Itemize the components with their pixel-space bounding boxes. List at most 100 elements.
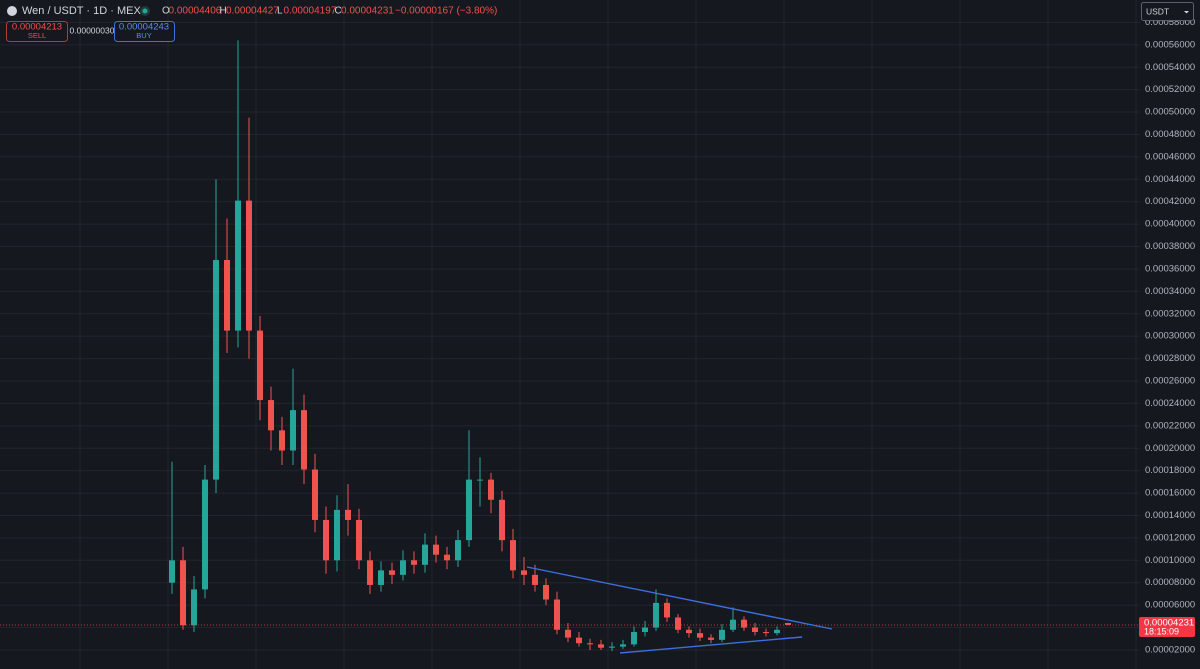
- ohlc-value: 0.00004406: [169, 6, 222, 17]
- candle-body: [510, 540, 516, 571]
- sell-price: 0.00004213: [12, 22, 62, 33]
- candle-body: [565, 629, 571, 638]
- y-tick-label: 0.00022000: [1145, 420, 1195, 431]
- ohlc-value: 0.00004197: [284, 6, 337, 17]
- candles: [0, 40, 1140, 652]
- ohlc-value: 0.00004231: [341, 6, 394, 17]
- candle-body: [532, 574, 538, 585]
- candle-body: [686, 629, 692, 634]
- candle-body: [576, 637, 582, 644]
- ohlc-key: L: [277, 6, 283, 17]
- candle-body: [389, 570, 395, 575]
- candle-body: [422, 544, 428, 565]
- candle-body: [763, 632, 769, 634]
- vertical-grid: [79, 0, 1137, 669]
- candle-body: [488, 479, 494, 500]
- ohlc-value: 0.00004427: [226, 6, 279, 17]
- y-tick-label: 0.00052000: [1145, 84, 1195, 95]
- trend-line-lower: [619, 636, 803, 654]
- y-tick-label: 0.00056000: [1145, 39, 1195, 50]
- candle-body: [499, 499, 505, 541]
- candle-body: [444, 554, 450, 561]
- candle-body: [521, 570, 527, 575]
- ohlc-key: O: [162, 6, 170, 17]
- y-tick-label: 0.00026000: [1145, 376, 1195, 387]
- y-tick-label: 0.00048000: [1145, 129, 1195, 140]
- candle-body: [653, 602, 659, 628]
- candle-body: [477, 479, 483, 481]
- buy-label: BUY: [136, 31, 151, 40]
- symbol: Wen / USDT · 1D · MEXC: [22, 5, 149, 17]
- candle-body: [697, 633, 703, 638]
- y-tick-label: 0.00006000: [1145, 600, 1195, 611]
- candle-body: [433, 544, 439, 555]
- candle-body: [367, 560, 373, 585]
- candle-body: [268, 400, 274, 431]
- y-tick-label: 0.00016000: [1145, 488, 1195, 499]
- candle-body: [752, 627, 758, 633]
- y-tick-label: 0.00018000: [1145, 465, 1195, 476]
- y-tick-label: 0.00034000: [1145, 286, 1195, 297]
- dropdown-arrow: [1184, 11, 1189, 14]
- candle-body: [400, 560, 406, 575]
- candle-body: [312, 469, 318, 520]
- candle-body: [620, 644, 626, 647]
- candle-body: [675, 617, 681, 630]
- candle-body: [213, 259, 219, 480]
- last-price-box: [1139, 616, 1195, 637]
- sell-label: SELL: [28, 31, 46, 40]
- sell-button[interactable]: [6, 21, 68, 42]
- candle-body: [323, 519, 329, 561]
- price-axis: 0.000020000.000040000.000060000.00008000…: [1139, 17, 1195, 655]
- y-tick-label: 0.00012000: [1145, 532, 1195, 543]
- y-tick-label: 0.00054000: [1145, 62, 1195, 73]
- candle-body: [785, 622, 791, 625]
- candle-body: [246, 200, 252, 331]
- currency-select[interactable]: [1141, 2, 1194, 21]
- y-tick-label: 0.00036000: [1145, 263, 1195, 274]
- y-tick-label: 0.00046000: [1145, 151, 1195, 162]
- countdown: 18:15:09: [1144, 626, 1179, 636]
- spread: 0.00000030: [70, 25, 115, 35]
- candle-body: [169, 560, 175, 583]
- y-tick-label: 0.00010000: [1145, 555, 1195, 566]
- candle-body: [455, 540, 461, 561]
- y-tick-label: 0.00014000: [1145, 510, 1195, 521]
- candle-body: [774, 629, 780, 634]
- trend-line-upper: [526, 566, 833, 630]
- candle-body: [642, 627, 648, 633]
- candle-body: [235, 200, 241, 331]
- candle-body: [191, 589, 197, 626]
- symbol-icon: [7, 6, 17, 16]
- y-tick-label: 0.00044000: [1145, 174, 1195, 185]
- buy-button[interactable]: [114, 21, 175, 42]
- candle-body: [719, 629, 725, 640]
- candle-body: [543, 584, 549, 600]
- candle-body: [664, 602, 670, 618]
- candle-body: [631, 632, 637, 645]
- y-tick-label: 0.00008000: [1145, 577, 1195, 588]
- last-price-label: 0.00004231: [1144, 617, 1194, 628]
- y-tick-label: 0.00042000: [1145, 196, 1195, 207]
- change: −0.00000167 (−3.80%): [395, 6, 497, 17]
- candle-body: [741, 619, 747, 628]
- candle-body: [257, 330, 263, 401]
- candle-body: [202, 479, 208, 590]
- candle-body: [356, 519, 362, 561]
- candle-body: [708, 637, 714, 640]
- y-tick-label: 0.00050000: [1145, 107, 1195, 118]
- candle-body: [345, 509, 351, 520]
- y-tick-label: 0.00024000: [1145, 398, 1195, 409]
- y-tick-label: 0.00020000: [1145, 443, 1195, 454]
- y-tick-label: 0.00002000: [1145, 644, 1195, 655]
- grid: [0, 21, 1140, 651]
- y-tick-label: 0.00032000: [1145, 308, 1195, 319]
- y-tick-label: 0.00030000: [1145, 331, 1195, 342]
- candle-body: [290, 410, 296, 451]
- candle-body: [279, 430, 285, 451]
- ohlc-key: C: [335, 6, 342, 17]
- buy-price: 0.00004243: [119, 22, 169, 33]
- ohlc-key: H: [220, 6, 227, 17]
